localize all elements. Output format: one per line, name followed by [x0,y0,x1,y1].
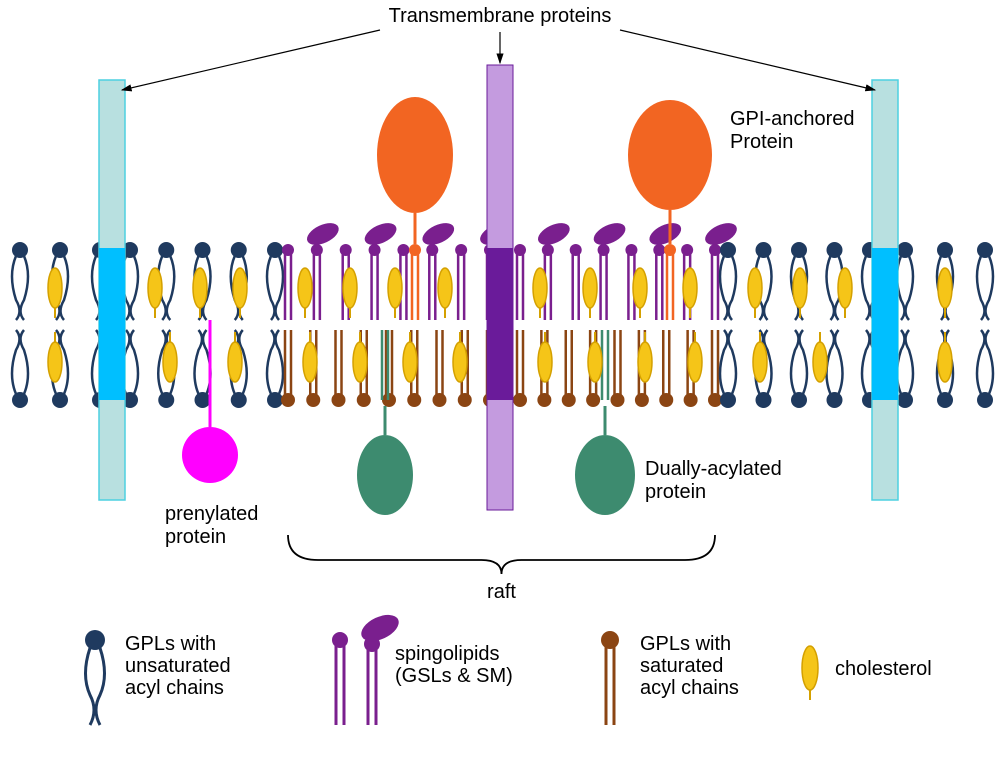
svg-text:Dually-acylated: Dually-acylated [645,458,782,480]
title-label: Transmembrane proteins [389,5,612,27]
lipid-row [720,330,878,408]
legend-cholesterol: cholesterol [802,646,932,700]
svg-text:(GSLs & SM): (GSLs & SM) [395,665,513,687]
cholesterol-row [48,332,242,382]
raft-label: raft [487,581,516,603]
svg-text:protein: protein [645,481,706,503]
lipid-row [514,219,740,320]
svg-text:acyl chains: acyl chains [640,677,739,699]
cholesterol-row [753,332,952,382]
svg-text:GPI-anchored: GPI-anchored [730,108,855,130]
prenylated-protein [182,320,238,483]
gpi-protein [377,97,453,213]
svg-text:GPLs with: GPLs with [640,633,731,655]
svg-text:unsaturated: unsaturated [125,655,231,677]
layer-legend: GPLs withunsaturatedacyl chainsspingolip… [85,610,932,725]
dual-acyl-protein [575,435,635,515]
svg-text:cholesterol: cholesterol [835,658,932,680]
lipid-row [122,330,283,408]
raft-brace [288,535,715,574]
dual-label: Dually-acylatedprotein [645,458,782,503]
dual-acyl-protein [357,435,413,515]
legend-sphingo: spingolipids(GSLs & SM) [332,610,513,725]
gpi-anchor [409,244,421,320]
dual-acyl-anchor [602,330,608,400]
tm-protein-right [872,80,898,500]
cholesterol-row [48,268,247,318]
arrow [620,30,875,90]
svg-text:spingolipids: spingolipids [395,643,500,665]
gpi-anchor [664,244,676,320]
svg-text:GPLs with: GPLs with [125,633,216,655]
svg-text:Protein: Protein [730,131,793,153]
tm-protein-center [487,65,513,510]
svg-text:prenylated: prenylated [165,503,258,525]
prenyl-label: prenylatedprotein [165,503,258,548]
svg-text:saturated: saturated [640,655,723,677]
tm-protein-left [99,80,125,500]
legend-gpl-unsat: GPLs withunsaturatedacyl chains [85,630,231,725]
gpi-label: GPI-anchoredProtein [730,108,855,153]
svg-text:acyl chains: acyl chains [125,677,224,699]
arrow [122,30,380,90]
svg-text:protein: protein [165,526,226,548]
gpi-protein [628,100,712,210]
legend-gpl-sat: GPLs withsaturatedacyl chains [601,631,739,725]
cholesterol-row [748,268,952,318]
